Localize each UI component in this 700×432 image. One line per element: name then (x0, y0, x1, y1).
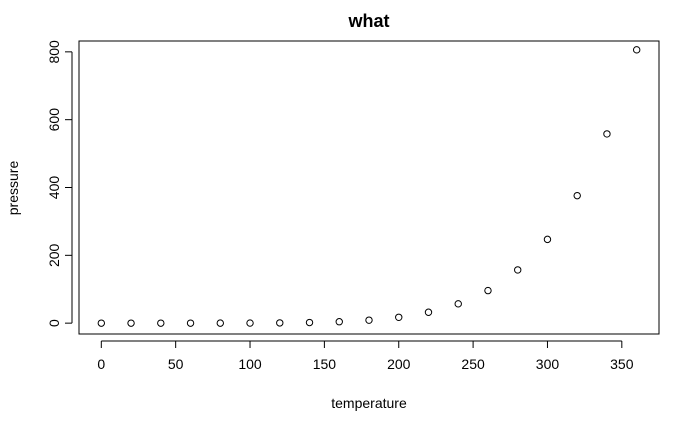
y-tick-label: 0 (46, 319, 62, 327)
data-point (216, 319, 224, 327)
y-tick-label: 600 (46, 108, 62, 132)
data-point (97, 319, 106, 327)
x-axis: 0 50 100 150 200 250 300 350 (97, 340, 634, 372)
x-tick-label: 200 (387, 356, 411, 372)
y-axis: 0 200 400 600 800 (46, 40, 73, 327)
data-point (454, 300, 462, 308)
x-axis-label: temperature (331, 395, 407, 411)
data-point (127, 319, 135, 327)
data-point (335, 318, 343, 326)
x-tick-label: 300 (536, 356, 560, 372)
data-points (97, 46, 641, 327)
data-point (365, 316, 373, 324)
x-tick-label: 50 (168, 356, 184, 372)
y-axis-label: pressure (5, 161, 21, 216)
data-point (246, 319, 254, 327)
data-point (543, 235, 552, 244)
data-point (603, 130, 611, 138)
chart-title: what (347, 11, 389, 31)
data-point (573, 191, 581, 200)
x-tick-label: 100 (238, 356, 262, 372)
data-point (276, 319, 284, 327)
data-point (514, 266, 522, 274)
y-tick-label: 200 (46, 243, 62, 267)
plot-frame (78, 40, 660, 335)
data-point (186, 319, 195, 327)
data-point (424, 308, 433, 316)
data-point (305, 318, 314, 327)
y-tick-label: 800 (46, 40, 62, 64)
data-point (632, 46, 641, 54)
data-point (484, 286, 492, 295)
x-tick-label: 250 (461, 356, 485, 372)
x-tick-label: 350 (610, 356, 634, 372)
data-point (395, 313, 403, 321)
y-tick-label: 400 (46, 176, 62, 200)
x-tick-label: 0 (97, 356, 105, 372)
data-point (157, 319, 165, 327)
x-tick-label: 150 (313, 356, 337, 372)
